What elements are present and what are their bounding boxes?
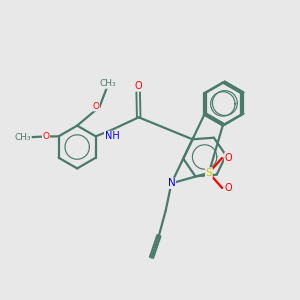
- Text: S: S: [206, 168, 212, 178]
- Text: O: O: [92, 102, 99, 111]
- Text: CH₃: CH₃: [14, 133, 31, 142]
- Text: O: O: [225, 153, 232, 163]
- Text: N: N: [167, 178, 175, 188]
- Text: CH₃: CH₃: [100, 79, 116, 88]
- Text: NH: NH: [105, 131, 119, 141]
- Text: O: O: [43, 132, 50, 141]
- Text: O: O: [225, 183, 232, 193]
- Text: O: O: [134, 81, 142, 91]
